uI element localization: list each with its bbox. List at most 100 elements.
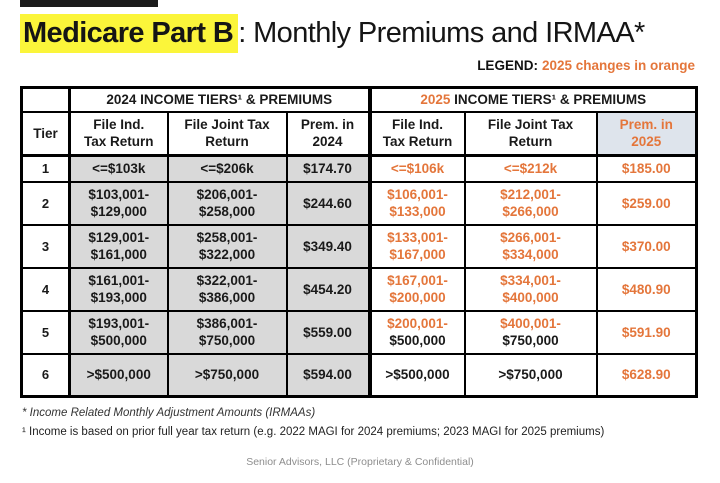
col-header-2025-1: File Joint Tax Return xyxy=(463,110,598,157)
cell-line: $628.90 xyxy=(621,367,671,383)
income-2024-cell: $129,001- $161,000 xyxy=(68,223,169,269)
top-crop-bar xyxy=(20,0,158,7)
income-2024-cell: $206,001- $258,000 xyxy=(166,180,288,226)
table-row-tier-6: 6 >$500,000 >$750,000 $594.00 >$500,000 >$750… xyxy=(20,352,698,398)
income-2025-cell: $266,001- $334,000 xyxy=(463,223,598,269)
col-header-2024-2: Prem. in 2024 xyxy=(285,110,371,157)
cell-line: $212,001- xyxy=(500,187,561,202)
cell-line: $185.00 xyxy=(621,161,671,177)
footnote-irmaa-definition: * Income Related Monthly Adjustment Amou… xyxy=(22,407,316,419)
group-header-row: 2024 INCOME TIERS¹ & PREMIUMS 2025 INCOME… xyxy=(20,86,698,113)
premium-2024-cell: $454.20 xyxy=(285,266,371,312)
cell-line: <=$212k xyxy=(503,161,558,177)
income-2024-cell: >$750,000 xyxy=(166,352,288,398)
cell-line: $200,001- xyxy=(387,316,448,331)
title-highlight: Medicare Part B xyxy=(20,14,239,53)
legend-text: 2025 changes in orange xyxy=(541,58,695,73)
col-header-2025-2: Prem. in 2025 xyxy=(595,110,698,157)
tier-cell: 5 xyxy=(20,309,71,355)
cell-line: $133,000 xyxy=(389,204,446,219)
irmaa-premium-table: 2024 INCOME TIERS¹ & PREMIUMS 2025 INCOME… xyxy=(20,86,698,398)
income-2024-cell: $386,001- $750,000 xyxy=(166,309,288,355)
col-header-2025-0: File Ind. Tax Return xyxy=(367,110,466,157)
cell-line: $500,000 xyxy=(389,333,446,348)
premium-2024-cell: $174.70 xyxy=(285,154,371,183)
income-2024-cell: $193,001- $500,000 xyxy=(68,309,169,355)
income-2025-cell: >$750,000 xyxy=(463,352,598,398)
cell-line: $591.90 xyxy=(621,324,671,340)
cell-line: $400,001- xyxy=(500,316,561,331)
cell-line: <=$106k xyxy=(390,161,445,177)
column-header-row: Tier File Ind. Tax Return File Joint Tax R… xyxy=(20,110,698,157)
premium-2024-cell: $559.00 xyxy=(285,309,371,355)
income-2025-cell: $334,001- $400,000 xyxy=(463,266,598,312)
page-title: Medicare Part B: Monthly Premiums and IR… xyxy=(20,14,645,53)
tier-column-header: Tier xyxy=(20,110,71,157)
group-title-label: INCOME TIERS¹ & PREMIUMS xyxy=(136,92,333,108)
premium-2024-cell: $349.40 xyxy=(285,223,371,269)
income-2025-cell: $212,001- $266,000 xyxy=(463,180,598,226)
tier-cell: 6 xyxy=(20,352,71,398)
income-2024-cell: $258,001- $322,000 xyxy=(166,223,288,269)
cell-line: $167,001- xyxy=(387,273,448,288)
footnote-income-basis: ¹ Income is based on prior full year tax… xyxy=(22,426,605,438)
income-2025-cell: $200,001- $500,000 xyxy=(367,309,466,355)
cell-line: $370.00 xyxy=(621,238,671,254)
premium-2025-cell: $185.00 xyxy=(595,154,698,183)
premium-2025-cell: $628.90 xyxy=(595,352,698,398)
cell-line: $259.00 xyxy=(621,195,671,211)
cell-line: $167,000 xyxy=(389,247,446,262)
income-2025-cell: $133,001- $167,000 xyxy=(367,223,466,269)
tier-cell: 3 xyxy=(20,223,71,269)
income-2024-cell: $103,001- $129,000 xyxy=(68,180,169,226)
income-2024-cell: <=$206k xyxy=(166,154,288,183)
tier-cell: 2 xyxy=(20,180,71,226)
cell-line: $334,000 xyxy=(502,247,559,262)
footer-confidential: Senior Advisors, LLC (Proprietary & Conf… xyxy=(246,456,474,468)
income-2025-cell: $106,001- $133,000 xyxy=(367,180,466,226)
income-2025-cell: >$500,000 xyxy=(367,352,466,398)
cell-line: $106,001- xyxy=(387,187,448,202)
income-2024-cell: >$500,000 xyxy=(68,352,169,398)
cell-line: $400,000 xyxy=(502,290,559,305)
income-2025-cell: <=$212k xyxy=(463,154,598,183)
income-2024-cell: $161,001- $193,000 xyxy=(68,266,169,312)
cell-line: $334,001- xyxy=(500,273,561,288)
premium-2024-cell: $244.60 xyxy=(285,180,371,226)
table-row-tier-4: 4 $161,001- $193,000 $322,001- $386,000 $45… xyxy=(20,266,698,312)
table-row-tier-1: 1 <=$103k <=$206k $174.70 <=$106k <=$212k $185… xyxy=(20,154,698,183)
group-year-label: 2025 xyxy=(420,92,451,108)
table-row-tier-3: 3 $129,001- $161,000 $258,001- $322,000 $34… xyxy=(20,223,698,269)
cell-line: $266,001- xyxy=(500,230,561,245)
income-2025-cell: <=$106k xyxy=(367,154,466,183)
premium-2025-cell: $480.90 xyxy=(595,266,698,312)
cell-line: $750,000 xyxy=(502,333,559,348)
premium-2025-cell: $259.00 xyxy=(595,180,698,226)
group-year-label: 2024 xyxy=(106,92,137,108)
income-2024-cell: $322,001- $386,000 xyxy=(166,266,288,312)
cell-line: $480.90 xyxy=(621,281,671,297)
cell-line: $133,001- xyxy=(387,230,448,245)
corner-cell xyxy=(20,86,71,113)
cell-line: $200,000 xyxy=(389,290,446,305)
col-header-2024-0: File Ind. Tax Return xyxy=(68,110,169,157)
income-2024-cell: <=$103k xyxy=(68,154,169,183)
col-header-2024-1: File Joint Tax Return xyxy=(166,110,288,157)
group-title-label: INCOME TIERS¹ & PREMIUMS xyxy=(450,92,647,108)
premium-2025-cell: $370.00 xyxy=(595,223,698,269)
premium-2024-cell: $594.00 xyxy=(285,352,371,398)
cell-line: $266,000 xyxy=(502,204,559,219)
cell-line: >$750,000 xyxy=(498,367,563,383)
title-rest: : Monthly Premiums and IRMAA* xyxy=(238,17,645,49)
premium-2025-cell: $591.90 xyxy=(595,309,698,355)
tier-cell: 1 xyxy=(20,154,71,183)
cell-line: >$500,000 xyxy=(385,367,450,383)
group-header-2024: 2024 INCOME TIERS¹ & PREMIUMS xyxy=(68,86,371,113)
tier-cell: 4 xyxy=(20,266,71,312)
income-2025-cell: $167,001- $200,000 xyxy=(367,266,466,312)
legend-label: LEGEND: xyxy=(477,58,538,73)
table-row-tier-2: 2 $103,001- $129,000 $206,001- $258,000 $24… xyxy=(20,180,698,226)
table-row-tier-5: 5 $193,001- $500,000 $386,001- $750,000 $55… xyxy=(20,309,698,355)
income-2025-cell: $400,001- $750,000 xyxy=(463,309,598,355)
